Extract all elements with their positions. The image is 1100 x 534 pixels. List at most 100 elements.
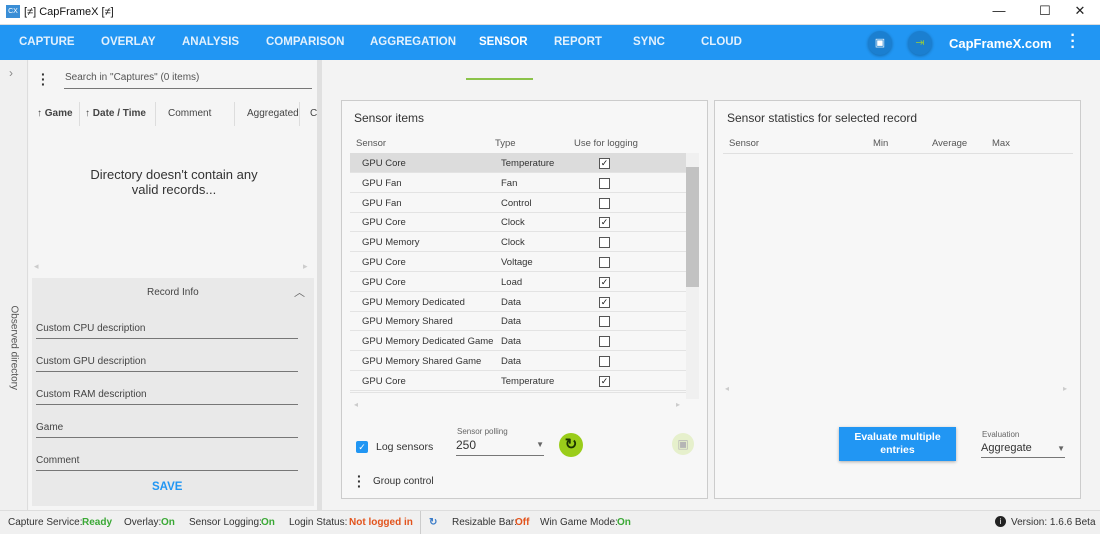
- col-sep: [234, 102, 235, 126]
- scroll-right-icon[interactable]: ▸: [303, 261, 308, 271]
- sensor-row[interactable]: GPU Core Load ✓: [350, 272, 686, 292]
- use-for-logging-checkbox[interactable]: [599, 197, 610, 209]
- panel-splitter[interactable]: [317, 60, 322, 510]
- tab-report[interactable]: REPORT: [554, 36, 602, 48]
- sensor-type: Clock: [501, 237, 525, 249]
- search-underline: [64, 88, 312, 89]
- tab-overlay[interactable]: OVERLAY: [101, 36, 156, 48]
- ram-description-field[interactable]: Custom RAM description: [36, 389, 298, 405]
- sensor-row[interactable]: GPU Core Temperature ✓: [350, 371, 686, 391]
- scroll-left-icon[interactable]: ◂: [354, 400, 359, 409]
- sensor-row[interactable]: GPU Memory Dedicated Game Data: [350, 331, 686, 352]
- use-for-logging-checkbox[interactable]: ✓: [599, 296, 610, 308]
- use-for-logging-checkbox[interactable]: [599, 237, 610, 249]
- tab-comparison[interactable]: COMPARISON: [266, 36, 345, 48]
- info-icon[interactable]: i: [995, 516, 1006, 527]
- game-field[interactable]: Game: [36, 422, 298, 438]
- gpu-description-field[interactable]: Custom GPU description: [36, 356, 298, 372]
- sensor-row[interactable]: GPU Core Voltage: [350, 252, 686, 272]
- tab-analysis[interactable]: ANALYSIS: [182, 36, 240, 48]
- sensor-row[interactable]: GPU Fan Fan: [350, 173, 686, 193]
- col-comment[interactable]: Comment: [168, 108, 212, 119]
- sensor-row[interactable]: GPU Core Clock ✓: [350, 212, 686, 233]
- login-button[interactable]: ⇥: [908, 31, 932, 55]
- sensor-name: GPU Fan: [362, 197, 402, 209]
- evaluation-label: Evaluation: [982, 430, 1020, 439]
- tab-cloud[interactable]: CLOUD: [701, 36, 742, 48]
- use-for-logging-checkbox[interactable]: [599, 257, 610, 268]
- dropdown-arrow-icon: ▼: [1057, 444, 1065, 453]
- scrollbar-thumb[interactable]: [686, 167, 699, 287]
- tab-capture[interactable]: CAPTURE: [19, 36, 75, 48]
- menu-dots-icon[interactable]: · · ·: [41, 66, 46, 92]
- group-control-label[interactable]: Group control: [373, 476, 434, 487]
- screenshot-button[interactable]: ▣: [868, 31, 892, 55]
- scroll-left-icon[interactable]: ◂: [725, 384, 730, 393]
- reset-button[interactable]: ↻: [559, 433, 583, 457]
- expand-chevron-icon[interactable]: ›: [9, 66, 13, 80]
- refresh-status-icon[interactable]: ↻: [429, 517, 438, 528]
- login-status-value: Not logged in: [349, 517, 413, 528]
- scroll-right-icon[interactable]: ▸: [676, 400, 681, 409]
- sensor-row[interactable]: GPU Fan Control: [350, 193, 686, 213]
- stats-header-min: Min: [873, 138, 889, 149]
- use-for-logging-checkbox[interactable]: [599, 356, 610, 367]
- tab-sensor[interactable]: SENSOR: [479, 36, 528, 48]
- close-button[interactable]: ✕: [1074, 3, 1086, 18]
- evaluate-button[interactable]: Evaluate multiple entries: [839, 427, 956, 461]
- log-sensors-checkbox[interactable]: ✓: [356, 441, 368, 453]
- sensor-type: Data: [501, 316, 522, 328]
- sensor-row[interactable]: GPU Core Temperature ✓: [350, 153, 686, 173]
- more-menu-icon[interactable]: · · ·: [1070, 27, 1076, 56]
- observed-directory-label[interactable]: Observed directory: [8, 305, 20, 390]
- header-sensor: Sensor: [356, 138, 387, 149]
- maximize-button[interactable]: ☐: [1039, 3, 1051, 18]
- sensor-row[interactable]: GPU Memory Dedicated Data ✓: [350, 292, 686, 312]
- sensor-name: GPU Memory Shared Game: [362, 356, 482, 367]
- sensor-row[interactable]: GPU Memory Shared Data: [350, 311, 686, 332]
- evaluation-select[interactable]: Aggregate ▼: [981, 442, 1065, 458]
- sensor-row[interactable]: GPU Memory Clock: [350, 232, 686, 253]
- vertical-scrollbar[interactable]: [686, 153, 699, 399]
- use-for-logging-checkbox[interactable]: [599, 336, 610, 348]
- use-for-logging-checkbox[interactable]: [599, 316, 610, 328]
- partial-row: [350, 392, 686, 398]
- col-datetime-label: Date / Time: [92, 108, 146, 119]
- record-info-title: Record Info: [147, 287, 199, 298]
- use-for-logging-checkbox[interactable]: ✓: [599, 276, 610, 288]
- minimize-button[interactable]: —: [992, 3, 1006, 18]
- refresh-icon: ↻: [564, 436, 578, 453]
- tab-sync[interactable]: SYNC: [633, 36, 665, 48]
- overlay-value: On: [161, 517, 175, 528]
- use-for-logging-checkbox[interactable]: ✓: [599, 217, 610, 229]
- app-logo: CX: [6, 5, 20, 18]
- header-use-for-logging: Use for logging: [574, 138, 638, 149]
- scroll-left-icon[interactable]: ◂: [34, 261, 39, 271]
- col-game[interactable]: ↑ Game: [37, 108, 73, 119]
- tab-aggregation[interactable]: AGGREGATION: [370, 36, 457, 48]
- login-status-label: Login Status:: [289, 517, 348, 528]
- sensor-name: GPU Core: [362, 257, 406, 268]
- use-for-logging-checkbox[interactable]: [599, 177, 610, 189]
- sensor-row[interactable]: GPU Memory Shared Game Data: [350, 351, 686, 371]
- col-datetime[interactable]: ↑ Date / Time: [85, 108, 146, 119]
- scroll-right-icon[interactable]: ▸: [1063, 384, 1068, 393]
- use-for-logging-checkbox[interactable]: ✓: [599, 158, 610, 169]
- save-button[interactable]: SAVE: [152, 481, 183, 493]
- side-strip: › Observed directory: [0, 60, 28, 510]
- polling-select[interactable]: 250 ▼: [456, 438, 544, 456]
- cpu-description-field[interactable]: Custom CPU description: [36, 323, 298, 339]
- save-config-button[interactable]: ▣: [672, 433, 694, 455]
- group-menu-icon[interactable]: · · ·: [357, 468, 362, 494]
- comment-field[interactable]: Comment: [36, 455, 298, 471]
- col-aggregated[interactable]: Aggregated: [247, 108, 299, 119]
- col-more[interactable]: C: [310, 108, 318, 119]
- captures-panel: · · · Search in "Captures" (0 items) ↑ Gam…: [29, 60, 317, 510]
- use-for-logging-checkbox[interactable]: ✓: [599, 375, 610, 387]
- search-input[interactable]: Search in "Captures" (0 items): [65, 72, 200, 83]
- col-sep: [299, 102, 300, 126]
- resizable-bar-label: Resizable Bar:: [452, 517, 518, 528]
- collapse-chevron-icon[interactable]: ︿: [294, 287, 305, 299]
- website-link[interactable]: CapFrameX.com: [949, 36, 1052, 51]
- main-nav: CAPTURE OVERLAY ANALYSIS COMPARISON AGGR…: [0, 25, 1100, 80]
